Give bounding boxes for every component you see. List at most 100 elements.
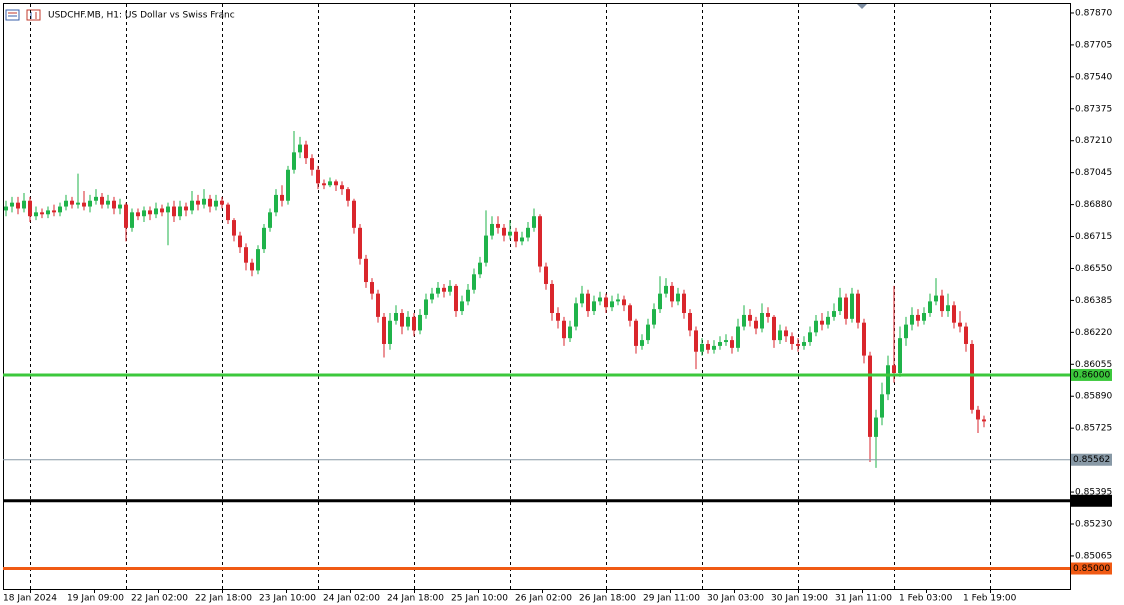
candle-body <box>328 181 332 186</box>
y-tick-label: 0.86385 <box>1075 296 1112 306</box>
candle-body <box>370 282 374 294</box>
candle-body <box>562 320 566 339</box>
candle-body <box>28 200 32 217</box>
candle-body <box>406 316 410 327</box>
candle-body <box>784 330 788 337</box>
candle-body <box>16 202 20 209</box>
candle-body <box>136 212 140 217</box>
candle-body <box>34 212 38 217</box>
candle-body <box>826 316 830 325</box>
candle-body <box>790 336 794 344</box>
candle-body <box>322 183 326 186</box>
x-tick-label: 18 Jan 2024 <box>3 594 57 604</box>
candle-body <box>520 237 524 242</box>
x-tick-label: 1 Feb 03:00 <box>899 594 953 604</box>
candle-body <box>712 345 716 350</box>
x-tick-label: 26 Jan 02:00 <box>515 594 572 604</box>
candle-body <box>976 409 980 420</box>
candle-body <box>958 322 962 327</box>
candle-body <box>568 326 572 339</box>
candle-body <box>808 332 812 343</box>
candle-body <box>874 417 878 437</box>
candle-body <box>196 200 200 205</box>
candle-body <box>310 158 314 170</box>
candle-body <box>898 338 902 374</box>
level-label-bg <box>1071 562 1112 575</box>
candle-body <box>856 293 860 323</box>
candle-body <box>442 287 446 292</box>
candle-body <box>298 144 302 153</box>
candle-body <box>688 313 692 331</box>
candle-body <box>316 169 320 184</box>
candle-body <box>556 313 560 321</box>
x-tick-label: 19 Jan 09:00 <box>67 594 124 604</box>
y-tick-label: 0.87375 <box>1075 104 1112 114</box>
level-label-bg <box>1071 453 1112 466</box>
candle-body <box>232 220 236 236</box>
candle-body <box>430 293 434 300</box>
candle-body <box>64 200 68 207</box>
candle-body <box>640 340 644 346</box>
y-tick-label: 0.85065 <box>1075 551 1112 561</box>
candle-body <box>46 210 50 215</box>
candle-body <box>22 200 26 209</box>
x-tick-label: 1 Feb 19:00 <box>963 594 1017 604</box>
day-separators <box>30 4 991 590</box>
candle-body <box>226 204 230 221</box>
candle-body <box>658 293 662 310</box>
title-icons <box>5 9 41 21</box>
x-tick-label: 22 Jan 02:00 <box>131 594 188 604</box>
candle-body <box>862 322 866 356</box>
candle-body <box>916 314 920 321</box>
candle-body <box>928 301 932 314</box>
candle-body <box>940 295 944 312</box>
x-tick-label: 29 Jan 11:00 <box>643 594 700 604</box>
candle-body <box>622 299 626 306</box>
candle-body <box>550 283 554 314</box>
candle-body <box>748 314 752 321</box>
candle-body <box>778 330 782 341</box>
plot-frame <box>3 3 1071 590</box>
candle-body <box>892 365 896 374</box>
candle-body <box>466 289 470 302</box>
candle-body <box>964 326 968 344</box>
y-tick-label: 0.87870 <box>1075 8 1112 18</box>
candle-body <box>838 297 842 312</box>
candle-body <box>262 227 266 250</box>
candle-body <box>610 301 614 308</box>
candle-body <box>106 200 110 205</box>
icon <box>26 9 41 21</box>
candle-body <box>94 196 98 201</box>
candle-body <box>850 293 854 319</box>
x-tick-label: 30 Jan 03:00 <box>707 594 764 604</box>
candle-body <box>832 311 836 317</box>
candle-body <box>934 295 938 302</box>
candle-body <box>208 198 212 207</box>
candle-body <box>268 212 272 228</box>
candle-body <box>526 227 530 238</box>
candle-body <box>184 206 188 211</box>
candle-body <box>358 227 362 259</box>
level-label: 0.86000 <box>1073 370 1110 380</box>
candle-body <box>82 202 86 207</box>
candle-body <box>472 274 476 290</box>
candle-body <box>706 343 710 350</box>
x-tick-label: 24 Jan 18:00 <box>387 594 444 604</box>
candle-body <box>538 216 542 267</box>
candle-body <box>580 293 584 304</box>
candle-body <box>256 249 260 271</box>
candle-body <box>334 181 338 186</box>
candle-body <box>76 202 80 205</box>
candle-body <box>460 301 464 312</box>
level-label-bg <box>1071 368 1112 381</box>
candle-body <box>142 210 146 217</box>
level-label-bg <box>1071 494 1112 507</box>
candle-body <box>574 303 578 327</box>
y-tick-label: 0.85890 <box>1075 392 1112 402</box>
x-tick-label: 22 Jan 18:00 <box>195 594 252 604</box>
shift-marker <box>857 4 867 9</box>
candle-body <box>700 343 704 352</box>
candle-body <box>382 316 386 344</box>
candle-body <box>100 196 104 205</box>
